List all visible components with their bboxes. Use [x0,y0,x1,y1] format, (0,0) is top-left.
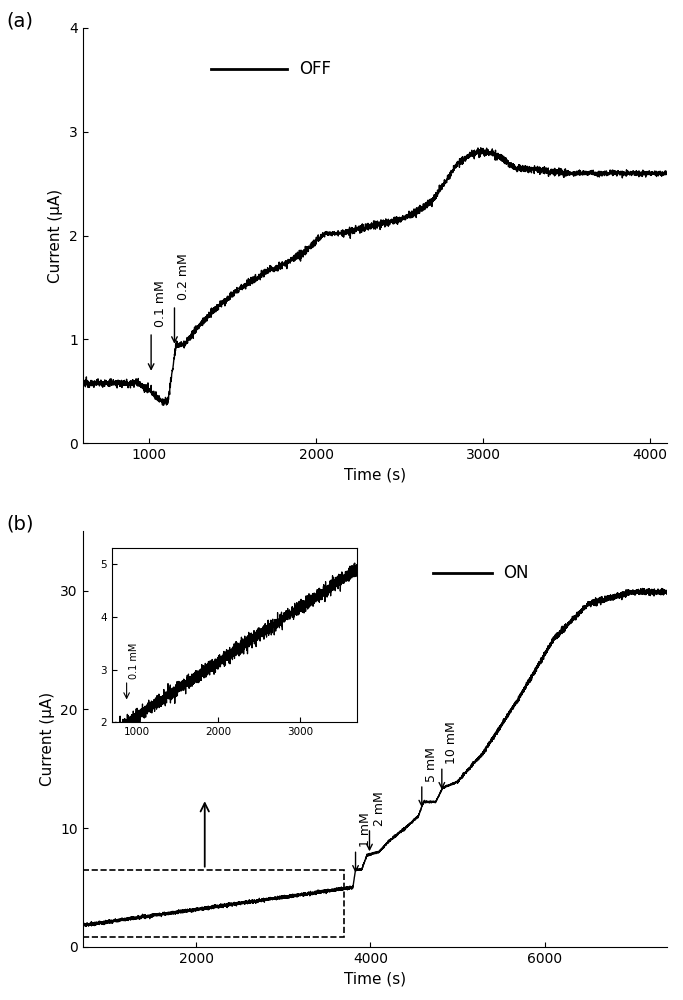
Text: 1 mM: 1 mM [359,812,372,847]
Text: 2 mM: 2 mM [373,791,386,826]
Text: 10 mM: 10 mM [445,721,458,764]
Text: 0.2 mM: 0.2 mM [177,253,190,300]
Y-axis label: Current (μA): Current (μA) [48,188,64,283]
X-axis label: Time (s): Time (s) [344,971,406,986]
Text: 5 mM: 5 mM [426,747,438,782]
Y-axis label: Current (μA): Current (μA) [40,692,55,786]
Text: 0.1 mM: 0.1 mM [154,280,167,327]
Text: ON: ON [503,564,529,582]
Text: (b): (b) [7,515,34,534]
X-axis label: Time (s): Time (s) [344,468,406,483]
Text: OFF: OFF [298,60,331,78]
Bar [83,870,344,937]
Text: (a): (a) [7,11,33,30]
